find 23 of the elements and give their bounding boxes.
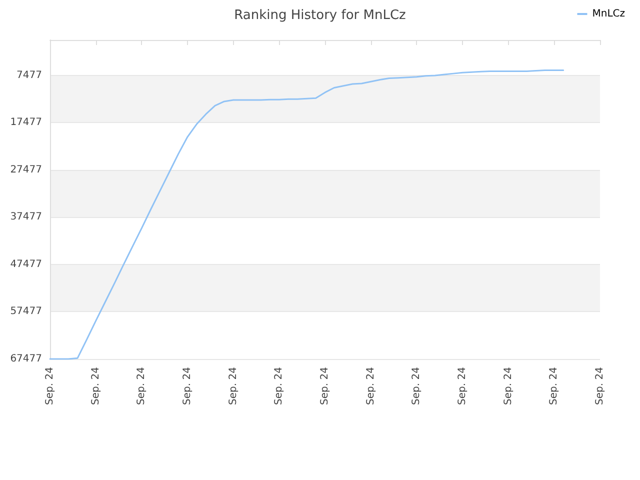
line-series — [49, 70, 564, 360]
x-tick-label: Sep. 24 — [274, 367, 285, 405]
x-tick-label: Sep. 24 — [44, 367, 56, 405]
y-tick-label: 37477 — [10, 212, 42, 223]
y-tick-label: 57477 — [10, 306, 42, 318]
x-tick-label: Sep. 24 — [594, 367, 606, 405]
y-tick-label: 47477 — [10, 258, 42, 270]
x-tick-label: Sep. 24 — [365, 367, 376, 405]
x-tick-label: Sep. 24 — [182, 367, 193, 405]
x-tick-label: Sep. 24 — [136, 367, 148, 405]
x-tick-label: Sep. 24 — [320, 367, 330, 405]
x-tick-label: Sep. 24 — [548, 367, 560, 405]
y-tick-label: 17477 — [10, 117, 42, 128]
y-tick-label: 67477 — [10, 354, 42, 364]
x-tick-label: Sep. 24 — [411, 367, 422, 405]
chart-title: Ranking History for MnLCz — [234, 8, 406, 23]
y-tick-label: 7477 — [16, 70, 42, 81]
x-tick-label: Sep. 24 — [228, 367, 239, 405]
x-tick-label: Sep. 24 — [457, 367, 468, 405]
legend-label: MnLCz — [592, 8, 626, 20]
y-tick-label: 27477 — [10, 164, 42, 176]
x-tick-label: Sep. 24 — [90, 367, 102, 405]
x-tick-label: Sep. 24 — [502, 367, 514, 405]
